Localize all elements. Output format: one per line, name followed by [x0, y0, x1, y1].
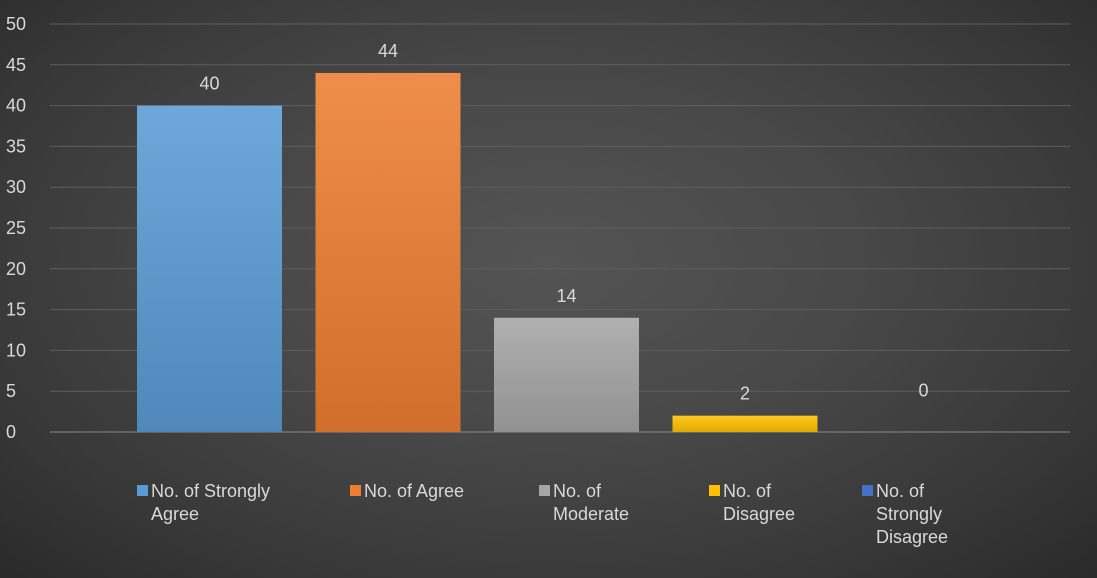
legend-item-disagree: No. of Disagree — [709, 480, 795, 526]
legend-swatch-moderate — [539, 485, 550, 496]
data-labels: 40 44 14 2 0 — [199, 41, 928, 404]
y-tick-label: 30 — [6, 177, 26, 197]
bars — [137, 72, 818, 433]
legend-label-strongly-agree: No. of Strongly Agree — [151, 481, 271, 524]
bar-0 — [137, 105, 282, 432]
y-tick-label: 50 — [6, 14, 26, 34]
data-label-3: 2 — [740, 384, 750, 404]
legend-label-moderate: No. of Moderate — [553, 481, 630, 524]
legend-label-disagree: No. of Disagree — [723, 481, 796, 524]
legend-swatch-strongly-disagree — [862, 485, 873, 496]
y-tick-label: 5 — [6, 381, 16, 401]
legend-label-agree: No. of Agree — [364, 481, 465, 501]
legend-swatch-disagree — [709, 485, 720, 496]
legend-item-strongly-agree: No. of Strongly Agree — [137, 480, 270, 526]
legend-item-strongly-disagree: No. of Strongly Disagree — [862, 480, 948, 549]
legend-swatch-agree — [350, 485, 361, 496]
bar-2 — [494, 317, 639, 432]
data-label-0: 40 — [199, 74, 219, 94]
legend-label-strongly-disagree: No. of Strongly Disagree — [876, 481, 949, 547]
legend-item-moderate: No. of Moderate — [539, 480, 629, 526]
y-tick-label: 20 — [6, 259, 26, 279]
y-axis-ticks: 0 5 10 15 20 25 30 35 40 45 50 — [6, 14, 26, 442]
bar-3 — [672, 415, 818, 432]
y-tick-label: 35 — [6, 136, 26, 156]
data-label-2: 14 — [556, 286, 576, 306]
legend-swatch-strongly-agree — [137, 485, 148, 496]
y-tick-label: 10 — [6, 340, 26, 360]
legend: No. of Strongly Agree No. of Agree No. o… — [0, 480, 1097, 578]
bar-1 — [315, 72, 461, 433]
y-tick-label: 25 — [6, 218, 26, 238]
y-tick-label: 15 — [6, 300, 26, 320]
y-tick-label: 45 — [6, 55, 26, 75]
y-tick-label: 0 — [6, 422, 16, 442]
legend-item-agree: No. of Agree — [350, 480, 464, 503]
y-tick-label: 40 — [6, 96, 26, 116]
data-label-4: 0 — [918, 380, 928, 400]
data-label-1: 44 — [378, 41, 398, 61]
